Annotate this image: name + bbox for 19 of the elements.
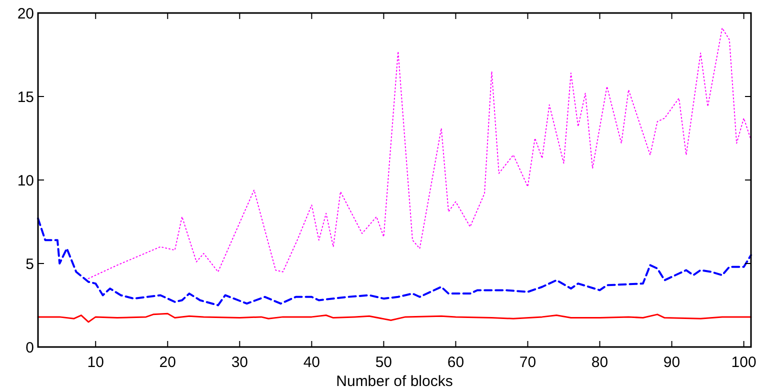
x-axis-title: Number of blocks xyxy=(336,373,453,390)
x-tick-label: 20 xyxy=(159,354,176,371)
x-tick-label: 80 xyxy=(591,354,608,371)
x-tick-label: 30 xyxy=(231,354,248,371)
x-tick-label: 90 xyxy=(663,354,680,371)
x-tick-label: 100 xyxy=(731,354,756,371)
y-tick-label: 15 xyxy=(17,88,34,106)
line-series xyxy=(37,312,752,323)
y-tick-label: 0 xyxy=(26,339,34,356)
line-series xyxy=(37,217,752,306)
x-tick-label: 10 xyxy=(87,354,104,371)
line-series xyxy=(88,28,752,280)
x-tick-label: 40 xyxy=(303,354,320,371)
y-tick-label: 20 xyxy=(17,5,34,22)
y-tick-label: 10 xyxy=(17,172,34,190)
x-tick-label: 70 xyxy=(519,354,536,371)
x-tick-label: 50 xyxy=(375,354,392,371)
y-tick-label: 5 xyxy=(26,256,34,273)
x-tick-label: 60 xyxy=(447,354,464,371)
